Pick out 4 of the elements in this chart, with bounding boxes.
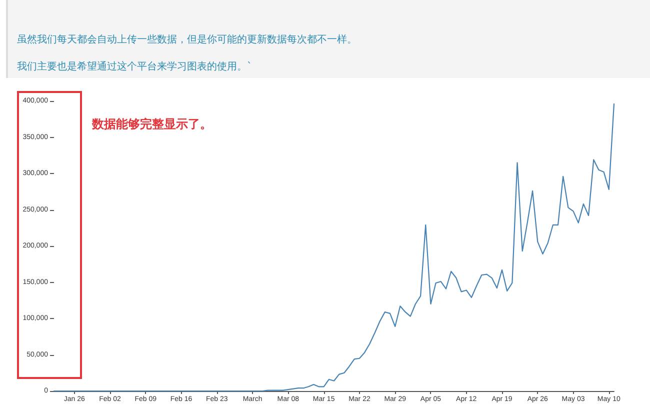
line-series <box>53 103 615 392</box>
annotation: 数据能够完整显示了。 <box>91 117 212 131</box>
text: 虽然我们每天都会自动上传一些数据，但是你可能的更新数据每次都不一样。 <box>17 34 357 46</box>
text: 我们主要也是希望通过这个平台来学习图表的使用。` <box>17 60 252 72</box>
